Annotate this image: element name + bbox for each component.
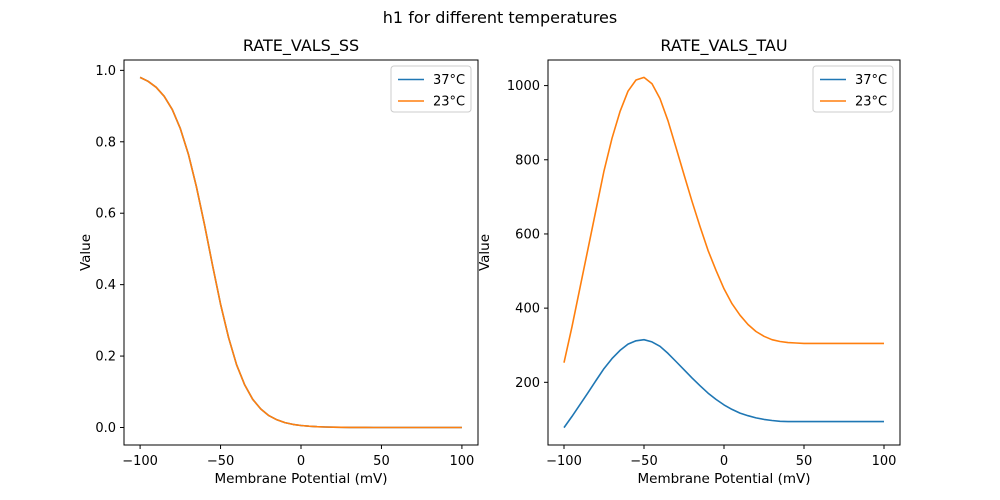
legend-label-37C: 37°C	[433, 73, 465, 88]
x-tick-label: 50	[373, 454, 390, 469]
legend-label-23C: 23°C	[855, 95, 887, 110]
y-tick-label: 800	[515, 153, 540, 168]
figure-suptitle: h1 for different temperatures	[383, 8, 617, 27]
series-line-23C	[563, 76, 884, 363]
legend-label-37C: 37°C	[855, 73, 887, 88]
y-tick-label: 200	[515, 376, 540, 391]
y-axis-label: Value	[78, 234, 94, 271]
subplot-title-tau: RATE_VALS_TAU	[660, 36, 787, 56]
x-tick-label: 0	[720, 454, 728, 469]
subplot-rate-vals-ss: −100 −50 0 50 100 0.0 0.2 0.4 0.6 0.8 1.0 37°C 23°C…	[78, 36, 479, 487]
y-tick-label: 0.0	[95, 421, 116, 436]
subplot-rate-vals-tau: −100 −50 0 50 100 200 400 600 800 1000 37°C 23°C R…	[477, 36, 901, 487]
y-tick-label: 1000	[507, 79, 540, 94]
y-tick-label: 0.2	[95, 350, 116, 365]
x-tick-label: 0	[297, 454, 305, 469]
x-tick-label: −50	[630, 454, 657, 469]
y-axis-label: Value	[477, 234, 493, 271]
subplot-title-ss: RATE_VALS_SS	[243, 36, 359, 56]
y-tick-label: 1.0	[95, 64, 116, 79]
legend: 37°C 23°C	[812, 65, 894, 113]
axes-frame	[547, 59, 901, 446]
x-tick-label: 50	[796, 454, 813, 469]
x-tick-label: 100	[872, 454, 897, 469]
x-tick-label: −50	[207, 454, 234, 469]
y-tick-label: 0.8	[95, 135, 116, 150]
y-tick-label: 400	[515, 302, 540, 317]
x-tick-label: −100	[122, 454, 158, 469]
plot-curves	[563, 76, 884, 429]
axis-ticks: −100 −50 0 50 100 0.0 0.2 0.4 0.6 0.8 1.0	[95, 64, 474, 469]
series-line-37C	[563, 338, 884, 429]
y-tick-label: 600	[515, 227, 540, 242]
x-axis-label: Membrane Potential (mV)	[637, 471, 810, 487]
y-tick-label: 0.6	[95, 207, 116, 222]
y-tick-label: 0.4	[95, 278, 116, 293]
legend-label-23C: 23°C	[433, 95, 465, 110]
axis-ticks: −100 −50 0 50 100 200 400 600 800 1000	[507, 79, 897, 469]
x-tick-label: −100	[546, 454, 582, 469]
x-axis-label: Membrane Potential (mV)	[214, 471, 387, 487]
series-line-23C	[139, 76, 462, 429]
axes-frame	[123, 59, 479, 446]
series-line-37C	[139, 76, 462, 429]
x-tick-label: 100	[449, 454, 474, 469]
legend: 37°C 23°C	[390, 65, 472, 113]
plot-curves	[139, 76, 462, 429]
